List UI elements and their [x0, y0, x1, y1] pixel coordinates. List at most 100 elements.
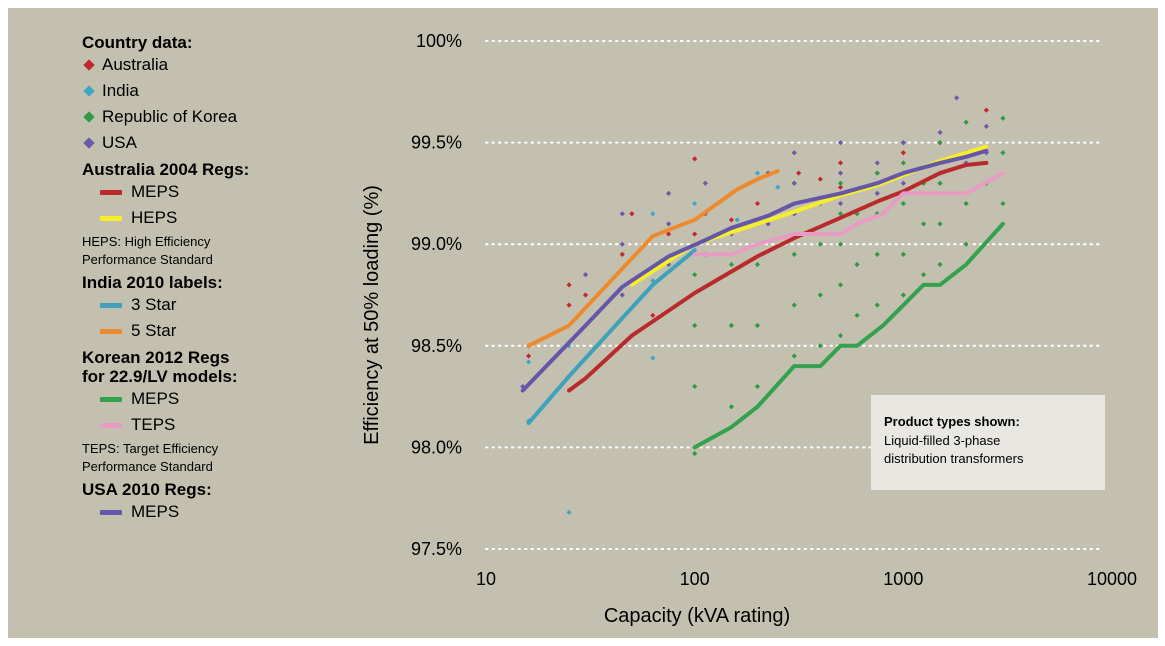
scatter-point-usa [791, 150, 797, 156]
chart-panel [8, 8, 1158, 638]
scatter-point-republic-of-korea [791, 353, 797, 359]
scatter-point-republic-of-korea [692, 322, 698, 329]
scatter-point-republic-of-korea [791, 302, 797, 308]
note-body: Liquid-filled 3-phase distribution trans… [884, 432, 1094, 468]
scatter-point-republic-of-korea [817, 343, 823, 349]
scatter-point-republic-of-korea [937, 221, 943, 227]
scatter-point-australia [665, 231, 672, 237]
scatter-point-republic-of-korea [817, 292, 823, 298]
scatter-point-republic-of-korea [791, 251, 797, 257]
scatter-point-india [754, 170, 761, 176]
legend-label: 5 Star [131, 321, 177, 340]
scatter-point-australia [650, 312, 656, 318]
scatter-point-republic-of-korea [937, 140, 943, 146]
scatter-point-usa [837, 140, 844, 146]
india-3star-swatch-icon [100, 302, 122, 308]
legend-label: MEPS [131, 389, 180, 408]
scatter-point-australia [525, 353, 532, 359]
legend-heps-note: HEPS: High Efficiency Performance Standa… [82, 233, 342, 269]
india-5star-swatch-icon [100, 328, 122, 334]
x-tick-label: 100 [680, 569, 710, 589]
scatter-point-republic-of-korea [754, 322, 761, 329]
y-axis-title: Efficiency at 50% loading (%) [361, 185, 383, 445]
scatter-point-republic-of-korea [920, 221, 927, 227]
scatter-point-australia [837, 184, 844, 190]
scatter-point-usa [791, 180, 797, 186]
scatter-point-usa [937, 129, 943, 136]
scatter-point-republic-of-korea [900, 200, 906, 207]
scatter-point-republic-of-korea [963, 119, 969, 125]
korea-teps-swatch-icon [100, 422, 122, 428]
regulation-lines [520, 144, 1005, 450]
scatter-point-republic-of-korea [728, 322, 735, 329]
legend-item-india-3star: 3 Star [82, 292, 342, 318]
scatter-point-republic-of-korea [1000, 115, 1006, 121]
series-line-australia-2004-regs-meps [567, 160, 989, 393]
scatter-point-republic-of-korea [963, 200, 969, 207]
usa-meps-swatch-icon [100, 509, 122, 515]
scatter-point-usa [665, 261, 672, 268]
x-axis-title: Capacity (kVA rating) [604, 605, 790, 627]
scatter-point-republic-of-korea [837, 282, 844, 288]
scatter-point-republic-of-korea [937, 261, 943, 268]
india-marker-icon [83, 85, 95, 97]
scatter-point-republic-of-korea [1000, 150, 1006, 156]
legend-heading-line: Korean 2012 Regs [82, 348, 230, 367]
scatter-point-republic-of-korea [728, 261, 735, 268]
scatter-point-republic-of-korea [728, 404, 735, 410]
scatter-point-republic-of-korea [874, 251, 880, 257]
scatter-point-republic-of-korea [817, 241, 823, 247]
scatter-point-republic-of-korea [874, 302, 880, 308]
legend-label: MEPS [131, 182, 180, 201]
scatter-point-india [775, 184, 781, 190]
scatter-point-australia [692, 231, 698, 237]
scatter-point-usa [619, 241, 625, 247]
y-tick-label: 99.0% [411, 234, 462, 254]
scatter-point-usa [665, 221, 672, 227]
scatter-point-australia [619, 251, 625, 257]
series-line-korean-2012-regs-meps [692, 221, 1005, 450]
scatter-point-republic-of-korea [1000, 200, 1006, 207]
scatter-point-australia [817, 176, 823, 182]
scatter-point-republic-of-korea [937, 180, 943, 186]
legend-item-india: India [82, 78, 342, 104]
legend-country-heading: Country data: [82, 33, 193, 52]
scatter-point-india [566, 509, 572, 516]
scatter-point-republic-of-korea [692, 450, 698, 457]
legend-label: Australia [102, 55, 169, 74]
x-tick-label: 1000 [883, 569, 923, 589]
y-tick-labels: 97.5% 98.0% 98.5% 99.0% 99.5% 100% [411, 31, 462, 559]
scatter-point-india [650, 278, 656, 284]
scatter-point-australia [566, 302, 572, 308]
scatter-point-australia [566, 282, 572, 288]
scatter-point-australia [754, 200, 761, 207]
scatter-point-usa [874, 190, 880, 196]
scatter-point-australia [692, 156, 698, 162]
x-tick-labels: 10 100 1000 10000 [476, 569, 1137, 589]
aus-heps-swatch-icon [100, 215, 122, 221]
scatter-point-usa [874, 160, 880, 166]
scatter-point-republic-of-korea [837, 180, 844, 186]
legend-note-line: TEPS: Target Efficiency [82, 441, 219, 456]
legend-item-india-5star: 5 Star [82, 318, 342, 344]
scatter-point-republic-of-korea [754, 383, 761, 390]
scatter-point-usa [702, 180, 708, 186]
scatter-point-republic-of-korea [963, 241, 969, 247]
series-line-usa-2010-regs-meps [520, 148, 989, 393]
scatter-point-usa [900, 180, 906, 186]
legend-label: TEPS [131, 415, 176, 434]
legend-heading-line: for 22.9/LV models: [82, 367, 238, 386]
scatter-point-india [650, 211, 656, 217]
legend-note-line: Performance Standard [82, 252, 213, 267]
legend-item-korea-meps: MEPS [82, 386, 342, 412]
scatter-point-republic-of-korea [900, 251, 906, 257]
x-tick-label: 10000 [1087, 569, 1137, 589]
scatter-point-india [734, 217, 740, 223]
korea-meps-swatch-icon [100, 396, 122, 402]
legend: Country data: Australia India Republic o… [82, 33, 342, 525]
scatter-point-republic-of-korea [920, 272, 927, 278]
scatter-point-republic-of-korea [692, 383, 698, 390]
legend-teps-note: TEPS: Target Efficiency Performance Stan… [82, 440, 342, 476]
y-tick-label: 98.0% [411, 437, 462, 457]
legend-note-line: HEPS: High Efficiency [82, 234, 211, 249]
